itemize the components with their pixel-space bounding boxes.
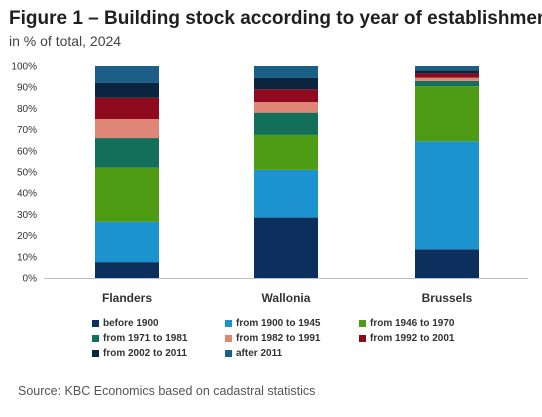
bar-segment	[415, 73, 479, 78]
bar-segment	[254, 77, 318, 90]
bar-segment	[95, 221, 159, 263]
legend-item: from 1982 to 1991	[225, 333, 321, 344]
bar-segment	[254, 134, 318, 170]
legend-label: before 1900	[103, 318, 159, 329]
category-label: Brussels	[422, 291, 473, 305]
bar-segment	[95, 138, 159, 168]
legend-label: from 2002 to 2011	[103, 348, 187, 359]
legend-item: from 2002 to 2011	[92, 348, 187, 359]
legend-swatch	[225, 335, 232, 342]
y-tick-label: 80%	[17, 104, 37, 115]
bar-segment	[415, 77, 479, 81]
legend-item: from 1946 to 1970	[359, 318, 455, 329]
legend-swatch	[92, 350, 99, 357]
legend-swatch	[359, 335, 366, 342]
chart-subtitle: in % of total, 2024	[9, 33, 122, 49]
source-note: Source: KBC Economics based on cadastral…	[18, 384, 316, 398]
y-tick-label: 10%	[17, 252, 37, 263]
bar-segment	[415, 80, 479, 87]
legend-label: from 1982 to 1991	[236, 333, 321, 344]
legend-label: from 1971 to 1981	[103, 333, 188, 344]
legend-item: from 1992 to 2001	[359, 333, 455, 344]
legend-item: from 1900 to 1945	[225, 318, 321, 329]
bar-segment	[254, 66, 318, 78]
bar-segment	[95, 119, 159, 139]
y-tick-label: 60%	[17, 146, 37, 157]
bar-segment	[95, 97, 159, 119]
legend-swatch	[359, 320, 366, 327]
bar-segment	[415, 249, 479, 278]
category-label: Wallonia	[262, 291, 311, 305]
legend-label: from 1900 to 1945	[236, 318, 321, 329]
bar-segment	[415, 66, 479, 71]
bar-segment	[254, 112, 318, 135]
bar-segment	[254, 169, 318, 218]
y-tick-label: 30%	[17, 210, 37, 221]
bar-segment	[95, 262, 159, 278]
y-tick-label: 100%	[11, 62, 37, 73]
bar-segment	[415, 70, 479, 74]
legend-swatch	[225, 320, 232, 327]
legend-swatch	[225, 350, 232, 357]
bar-segment	[254, 217, 318, 278]
legend-label: after 2011	[236, 348, 283, 359]
y-tick-label: 40%	[17, 189, 37, 200]
y-tick-label: 50%	[17, 168, 37, 179]
bar-segment	[95, 66, 159, 83]
bar-segment	[415, 141, 479, 250]
legend-label: from 1992 to 2001	[370, 333, 455, 344]
legend-item: from 1971 to 1981	[92, 333, 188, 344]
legend-item: after 2011	[225, 348, 282, 359]
category-label: Flanders	[102, 291, 152, 305]
y-tick-label: 20%	[17, 231, 37, 242]
y-tick-label: 70%	[17, 125, 37, 136]
stacked-bar-chart: 0% 10% 20% 30% 40% 50% 60% 70% 80% 90% 100% Flander…	[11, 62, 528, 305]
legend-label: from 1946 to 1970	[370, 318, 455, 329]
legend-swatch	[92, 335, 99, 342]
y-tick-label: 90%	[17, 83, 37, 94]
bar-segment	[254, 102, 318, 113]
y-tick-label: 0%	[23, 274, 38, 285]
chart-title: Figure 1 – Building stock according to y…	[9, 8, 542, 29]
bar-segment	[415, 86, 479, 142]
bar-segment	[95, 167, 159, 222]
legend-swatch	[92, 320, 99, 327]
bar-segment	[254, 89, 318, 103]
legend-item: before 1900	[92, 318, 159, 329]
bar-segment	[95, 82, 159, 98]
